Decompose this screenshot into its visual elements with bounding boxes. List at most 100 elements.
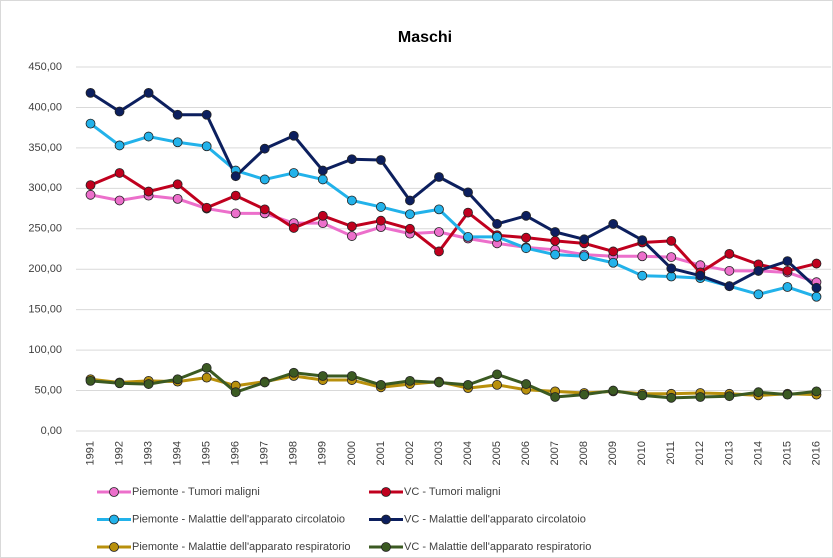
x-tick-label: 2007	[549, 441, 561, 465]
data-point	[259, 377, 270, 388]
legend-marker	[381, 487, 391, 497]
x-tick-label: 1997	[259, 441, 271, 465]
data-point	[201, 372, 212, 383]
data-point	[317, 174, 328, 185]
data-point	[114, 195, 125, 206]
legend-label: Piemonte - Malattie dell'apparato circol…	[132, 513, 345, 525]
data-point	[666, 252, 677, 262]
data-point	[143, 186, 154, 197]
data-point	[521, 210, 531, 221]
data-point	[637, 251, 648, 262]
data-point	[492, 379, 502, 390]
series-line	[89, 171, 817, 274]
data-point	[666, 392, 677, 403]
data-point	[608, 219, 619, 229]
data-point	[317, 210, 328, 221]
legend-label: VC - Malattie dell'apparato circolatoio	[404, 513, 586, 525]
data-point	[346, 231, 357, 241]
data-point	[550, 236, 561, 246]
data-point	[288, 367, 299, 378]
x-tick-label: 1993	[143, 441, 155, 465]
legend-marker	[109, 487, 119, 497]
chart-title: Maschi	[398, 29, 452, 46]
y-tick-label: 350,00	[28, 142, 62, 154]
x-tick-label: 1999	[317, 441, 329, 465]
data-point	[434, 246, 444, 257]
data-point	[405, 223, 415, 234]
data-point	[579, 251, 590, 262]
data-point	[376, 379, 386, 390]
x-tick-label: 2000	[346, 441, 358, 465]
x-tick-label: 1996	[230, 441, 242, 465]
x-tick-label: 2002	[404, 441, 416, 465]
data-point	[521, 232, 531, 243]
data-point	[463, 207, 473, 218]
data-point	[521, 243, 531, 254]
data-point	[230, 171, 241, 182]
x-tick-label: 2011	[665, 441, 677, 465]
data-point	[579, 389, 590, 400]
data-point	[434, 172, 444, 182]
data-point	[288, 223, 299, 233]
data-point	[550, 249, 561, 260]
x-tick-label: 1992	[113, 441, 125, 465]
data-point	[85, 118, 96, 129]
legend-label: VC - Malattie dell'apparato respiratorio	[404, 541, 591, 553]
legend-marker	[381, 542, 391, 552]
y-tick-label: 50,00	[34, 384, 62, 396]
x-tick-label: 1991	[84, 441, 96, 465]
legend-label: VC - Tumori maligni	[404, 486, 501, 498]
data-point	[288, 130, 299, 141]
data-point	[782, 389, 793, 400]
data-point	[637, 270, 648, 281]
y-tick-label: 300,00	[28, 182, 62, 194]
data-point	[201, 363, 212, 373]
data-point	[666, 263, 677, 274]
data-point	[288, 168, 299, 178]
data-point	[463, 379, 473, 390]
x-tick-label: 2005	[491, 441, 503, 465]
data-point	[579, 234, 590, 245]
x-tick-label: 2006	[520, 441, 532, 465]
data-point	[434, 227, 444, 237]
data-point	[637, 235, 648, 246]
data-point	[492, 231, 502, 242]
data-point	[114, 378, 125, 389]
x-tick-label: 2010	[636, 441, 648, 465]
data-point	[230, 208, 241, 219]
legend-marker	[109, 514, 119, 525]
x-tick-label: 1998	[288, 441, 300, 465]
data-point	[492, 219, 502, 229]
data-point	[376, 202, 386, 212]
data-point	[346, 221, 357, 232]
data-point	[782, 256, 793, 267]
y-tick-label: 150,00	[28, 304, 62, 316]
data-point	[317, 165, 328, 176]
data-point	[811, 291, 822, 302]
data-point	[114, 106, 125, 117]
data-point	[666, 271, 677, 282]
data-point	[201, 109, 212, 120]
x-tick-label: 1994	[172, 441, 184, 465]
data-point	[753, 265, 764, 276]
data-point	[346, 154, 357, 165]
data-point	[85, 375, 96, 386]
data-point	[724, 265, 735, 276]
data-point	[608, 246, 619, 257]
data-point	[85, 87, 96, 98]
data-point	[724, 248, 735, 259]
data-point	[376, 215, 386, 226]
x-tick-label: 2016	[810, 441, 822, 465]
data-point	[753, 387, 764, 398]
data-point	[782, 282, 793, 292]
data-point	[695, 392, 706, 402]
series-line	[89, 91, 818, 289]
x-tick-label: 2003	[433, 441, 445, 465]
y-tick-label: 400,00	[28, 101, 62, 113]
data-point	[172, 179, 183, 190]
data-point	[550, 227, 561, 237]
data-point	[114, 168, 125, 178]
data-point	[114, 140, 125, 151]
data-point	[811, 258, 822, 269]
